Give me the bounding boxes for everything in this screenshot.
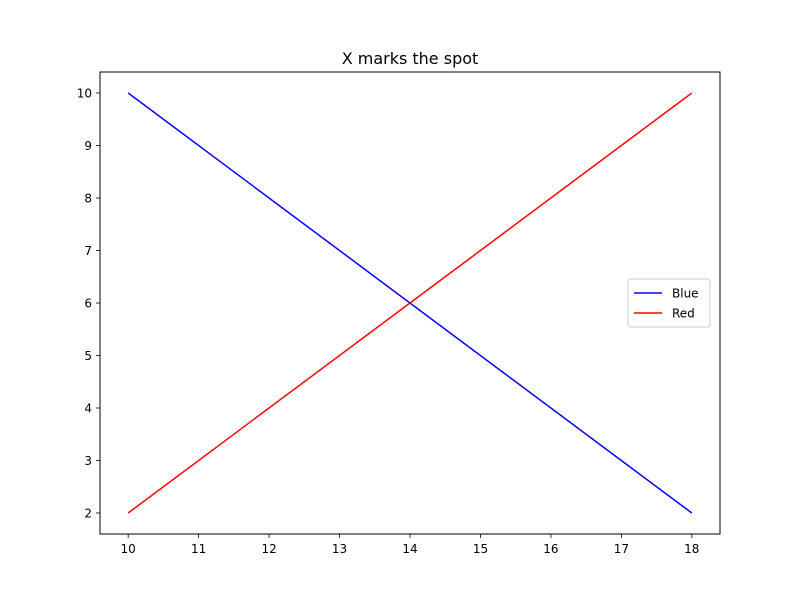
x-tick-label: 10 [121,542,136,556]
legend-label-blue: Blue [672,287,699,301]
y-tick-label: 10 [77,87,92,101]
y-tick-label: 8 [84,192,92,206]
chart-title: X marks the spot [342,49,479,68]
y-tick-label: 6 [84,297,92,311]
y-axis: 2 3 4 5 6 7 8 9 10 [77,87,100,521]
series-layer [127,92,693,514]
series-line-red [127,92,693,514]
legend-box [627,278,711,328]
x-tick-label: 13 [332,542,347,556]
x-tick-label: 17 [614,542,629,556]
y-tick-label: 5 [84,349,92,363]
x-axis: 10 11 12 13 14 15 16 17 18 [121,534,699,556]
y-tick-label: 2 [84,507,92,521]
y-tick-label: 4 [84,402,92,416]
y-tick-label: 3 [84,454,92,468]
y-tick-label: 7 [84,244,92,258]
x-tick-label: 16 [543,542,558,556]
x-tick-label: 12 [261,542,276,556]
y-tick-label: 9 [84,139,92,153]
x-tick-label: 15 [473,542,488,556]
x-tick-label: 18 [684,542,699,556]
legend-label-red: Red [672,307,695,321]
legend: Blue Red [627,278,711,328]
x-tick-label: 14 [402,542,417,556]
x-tick-label: 11 [191,542,206,556]
